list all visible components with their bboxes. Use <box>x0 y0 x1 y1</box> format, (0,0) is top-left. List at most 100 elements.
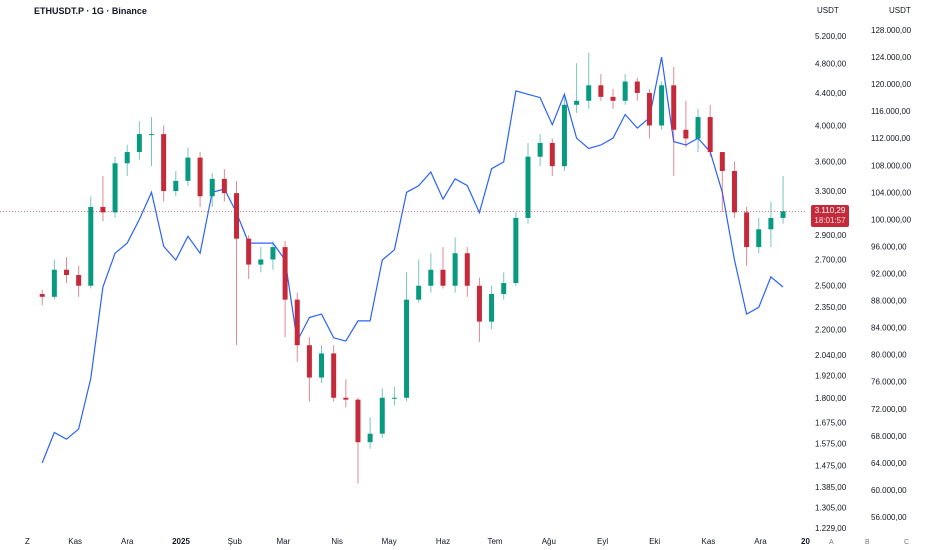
time-axis-label: Mar <box>276 537 290 546</box>
candle <box>476 277 482 342</box>
eth-price-axis[interactable]: 5.200,00 4.800,00 4.400,00 4.000,00 3.600,00… <box>815 32 847 533</box>
candle <box>610 89 616 109</box>
btc-axis-tick: 56.000,00 <box>871 513 907 522</box>
candle-body <box>270 247 276 260</box>
candle <box>306 337 312 402</box>
candle <box>452 237 458 293</box>
candle <box>574 63 580 113</box>
candle <box>294 292 300 362</box>
candle-body <box>598 85 604 97</box>
candle <box>513 212 519 286</box>
candle <box>197 152 203 207</box>
btc-axis-tick: 68.000,00 <box>871 432 907 441</box>
btc-axis-tick: 64.000,00 <box>871 459 907 468</box>
btc-line-layer <box>41 56 784 464</box>
time-axis-label: Ağu <box>542 537 556 546</box>
candle <box>440 247 446 289</box>
candle-body <box>416 285 422 300</box>
eth-axis-tick: 2.350,00 <box>815 303 847 312</box>
candle <box>561 96 567 172</box>
candle <box>586 52 592 109</box>
time-axis-label: Ara <box>121 537 134 546</box>
candle-body <box>88 206 94 286</box>
candle <box>756 217 762 254</box>
candle-body <box>39 294 45 297</box>
candle <box>428 253 434 293</box>
label-c[interactable]: C <box>904 539 909 546</box>
right-axis-unit: USDT <box>889 6 911 15</box>
candle-body <box>149 134 155 136</box>
candle-body <box>428 269 434 286</box>
eth-axis-tick: 1.920,00 <box>815 372 847 381</box>
btc-axis-tick: 80.000,00 <box>871 351 907 360</box>
candle-body <box>367 433 373 443</box>
candle-body <box>586 85 592 101</box>
candle <box>464 247 470 297</box>
symbol-title[interactable]: ETHUSDT.P · 1G · Binance <box>34 6 147 16</box>
candle <box>100 175 106 222</box>
candle <box>744 206 750 266</box>
eth-axis-tick: 2.900,00 <box>815 231 847 240</box>
candle <box>136 121 142 160</box>
candle <box>246 235 252 279</box>
time-axis[interactable]: Kas Ara 2025 Şub Mar Nis May Haz Tem Ağu Eyl Eki Kas… <box>68 537 767 546</box>
candle-body <box>671 85 677 130</box>
eth-axis-tick: 4.000,00 <box>815 121 847 130</box>
candle-body <box>391 397 397 399</box>
eth-axis-tick: 4.800,00 <box>815 59 847 68</box>
candle <box>112 156 118 218</box>
btc-axis-tick: 112.000,00 <box>871 134 911 143</box>
candle-body <box>561 104 567 167</box>
candle <box>173 171 179 197</box>
candle-body <box>306 345 312 378</box>
eth-axis-tick: 1.675,00 <box>815 418 847 427</box>
candle <box>185 147 191 186</box>
candle <box>391 386 397 406</box>
candle-body <box>525 156 531 218</box>
label-b[interactable]: B <box>865 539 870 546</box>
candle-body <box>683 129 689 139</box>
candle-body <box>756 229 762 248</box>
btc-axis-tick: 100.000,00 <box>871 215 912 224</box>
time-axis-label: Tem <box>487 537 502 546</box>
candle-body <box>731 171 737 213</box>
last-price-value: 3.110,29 <box>814 206 846 215</box>
candle-body <box>404 299 410 398</box>
eth-axis-tick: 2.700,00 <box>815 255 847 264</box>
label-a[interactable]: A <box>829 539 834 546</box>
btc-axis-tick: 108.000,00 <box>871 161 912 170</box>
candle <box>622 74 628 105</box>
eth-axis-tick: 2.040,00 <box>815 351 847 360</box>
crosshair-date-label: 20 <box>801 537 810 546</box>
candle <box>731 161 737 218</box>
btc-axis-tick: 92.000,00 <box>871 270 907 279</box>
candle <box>404 272 410 402</box>
candle-body <box>234 193 240 239</box>
bar-countdown: 18:01:57 <box>814 216 846 225</box>
btc-axis-tick: 72.000,00 <box>871 405 907 414</box>
candle <box>598 74 604 101</box>
btc-price-axis[interactable]: 128.000,00 124.000,00 120.000,00 116.000,00… <box>871 26 912 522</box>
time-axis-label: Ara <box>754 537 767 546</box>
btc-axis-tick: 128.000,00 <box>871 26 912 35</box>
eth-axis-tick: 3.600,00 <box>815 157 847 166</box>
btc-axis-tick: 88.000,00 <box>871 297 907 306</box>
eth-axis-tick: 5.200,00 <box>815 32 847 41</box>
candle-body <box>161 134 167 192</box>
candle-body <box>476 285 482 322</box>
btc-series-line <box>41 56 784 464</box>
candle <box>355 397 361 484</box>
candle <box>161 125 167 202</box>
time-axis-label: 2025 <box>172 537 190 546</box>
candle-body <box>124 152 130 164</box>
candle-body <box>221 178 227 194</box>
candle-body <box>173 180 179 192</box>
candle <box>768 201 774 248</box>
candle-body <box>537 142 543 157</box>
eth-axis-tick: 1.229,00 <box>815 524 847 533</box>
candle <box>707 104 713 157</box>
candle-body <box>76 274 82 286</box>
candle <box>416 259 422 303</box>
btc-axis-tick: 84.000,00 <box>871 324 907 333</box>
